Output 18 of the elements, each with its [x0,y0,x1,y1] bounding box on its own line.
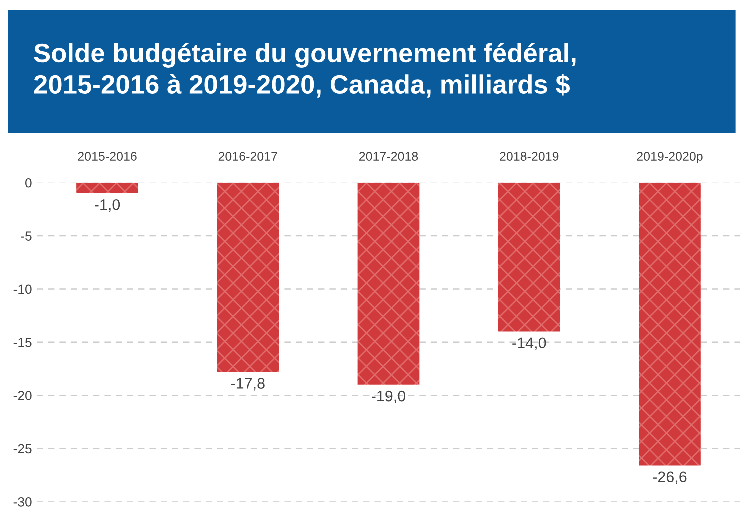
y-tick-label: -10 [14,284,32,294]
x-tick-label: 2018-2019 [500,152,559,161]
y-tick-label: -5 [21,232,32,241]
x-tick-label: 2016-2017 [218,152,278,161]
y-tick-label: -15 [14,338,32,348]
data-label: -14,0 [512,338,546,350]
data-label: -26,6 [653,472,687,484]
y-tick-label: 0 [26,178,32,188]
x-tick-label: 2015-2016 [78,152,137,161]
data-label: -1,0 [95,199,120,212]
y-tick-label: -30 [14,497,32,507]
data-label: -19,0 [372,390,406,404]
x-tick-label: 2017-2018 [359,152,418,161]
y-tick-label: -20 [14,391,32,400]
chart-title: Solde budgétaire du gouvernement fédéral, 2015-2016 à 2019-2020, Canada, milliards $ [34,43,576,98]
y-tick-label: -25 [14,444,32,454]
x-tick-label: 2019-2020p [637,152,703,164]
data-label: -17,8 [231,378,265,391]
